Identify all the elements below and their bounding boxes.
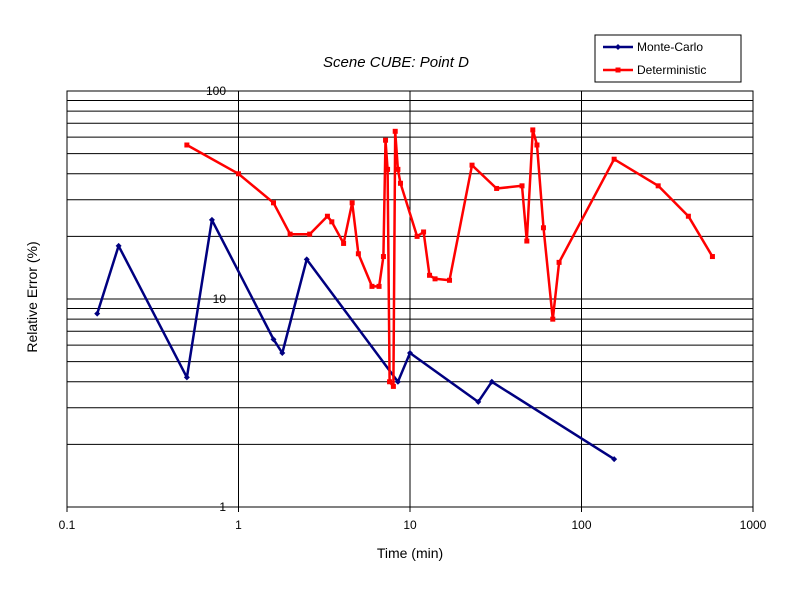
data-point <box>611 456 618 463</box>
x-tick-label: 0.1 <box>59 518 76 532</box>
legend-entry: Monte-Carlo <box>637 40 703 54</box>
data-point <box>394 378 401 385</box>
x-tick-label: 1 <box>235 518 242 532</box>
data-point <box>709 254 715 260</box>
series-line <box>186 128 714 388</box>
data-point <box>469 162 475 168</box>
data-point <box>341 240 347 246</box>
data-point <box>115 242 122 249</box>
data-point <box>208 216 215 223</box>
data-point <box>349 200 355 206</box>
data-point <box>380 254 386 260</box>
data-point <box>534 142 540 148</box>
data-point <box>475 398 482 405</box>
data-point <box>530 127 536 133</box>
legend-swatch-marker <box>615 67 621 73</box>
legend: Monte-Carlo Deterministic <box>594 34 742 83</box>
y-axis-label: Relative Error (%) <box>24 241 40 352</box>
data-point <box>524 238 530 244</box>
data-point <box>447 277 453 283</box>
data-point <box>556 259 562 265</box>
data-point <box>655 183 661 189</box>
grid-lines <box>66 90 754 508</box>
chart-title: Scene CUBE: Point D <box>323 54 469 71</box>
data-point <box>421 229 427 235</box>
data-series <box>94 127 715 463</box>
data-point <box>383 137 389 143</box>
data-point <box>395 166 401 172</box>
data-point <box>392 128 398 134</box>
x-tick-label: 10 <box>403 518 417 532</box>
y-tick-label: 10 <box>213 292 227 306</box>
data-point <box>279 350 286 357</box>
data-point <box>94 310 101 317</box>
legend-swatch-marker <box>615 44 621 50</box>
data-point <box>540 225 546 231</box>
legend-entry: Deterministic <box>637 63 706 77</box>
data-point <box>494 185 500 191</box>
data-point <box>270 336 277 343</box>
data-point <box>307 231 313 237</box>
data-point <box>385 166 391 172</box>
data-point <box>685 213 691 219</box>
data-point <box>387 379 393 385</box>
plot-area-frame <box>66 90 754 512</box>
data-point <box>550 316 556 322</box>
data-point <box>519 183 525 189</box>
data-point <box>397 180 403 186</box>
y-tick-label: 100 <box>206 84 226 98</box>
data-point <box>324 213 330 219</box>
x-axis-label: Time (min) <box>377 545 443 561</box>
data-point <box>271 200 277 206</box>
y-tick-label: 1 <box>219 500 226 514</box>
data-point <box>329 219 335 225</box>
series-monte-carlo <box>94 216 618 463</box>
data-point <box>183 374 190 381</box>
data-point <box>390 383 396 389</box>
data-point <box>355 251 361 257</box>
series-deterministic <box>184 127 715 389</box>
data-point <box>611 156 617 162</box>
tick-labels: 0.1 1 10 100 1000 1 10 100 <box>59 84 767 532</box>
data-point <box>184 142 190 148</box>
data-point <box>407 350 413 357</box>
data-point <box>236 171 241 177</box>
data-point <box>376 283 382 289</box>
data-point <box>303 256 310 263</box>
data-point <box>414 233 420 239</box>
series-line <box>96 218 615 461</box>
x-tick-label: 1000 <box>740 518 767 532</box>
legend-box <box>594 34 742 83</box>
data-point <box>369 283 375 289</box>
data-point <box>432 276 438 282</box>
data-point <box>427 272 433 278</box>
x-tick-label: 100 <box>571 518 591 532</box>
data-point <box>488 378 495 385</box>
data-point <box>287 231 293 237</box>
